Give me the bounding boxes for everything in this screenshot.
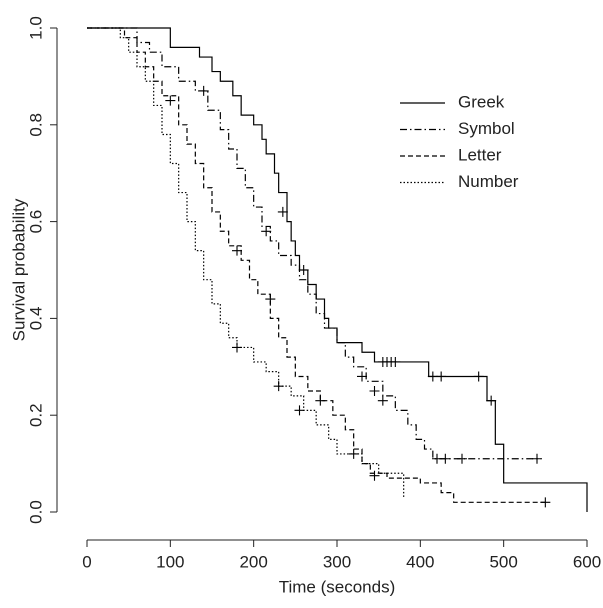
legend-label: Letter — [458, 145, 502, 164]
censor-mark — [377, 395, 388, 406]
censor-mark — [369, 470, 380, 481]
censor-mark — [390, 356, 401, 367]
x-tick-label: 400 — [406, 552, 434, 571]
censor-mark — [298, 265, 309, 275]
censor-mark — [265, 294, 276, 305]
x-tick-label: 600 — [573, 552, 601, 571]
y-tick-label: 0.8 — [26, 113, 45, 137]
y-tick-label: 0.0 — [26, 500, 45, 524]
y-tick-label: 0.2 — [26, 403, 45, 427]
legend-label: Greek — [458, 92, 505, 111]
y-tick-label: 0.6 — [26, 210, 45, 234]
censor-mark — [348, 448, 359, 459]
censor-mark — [369, 386, 380, 396]
x-axis-label: Time (seconds) — [279, 577, 396, 596]
censor-mark — [357, 371, 367, 382]
x-tick-label: 200 — [239, 552, 267, 571]
y-axis-label: Survival probability — [9, 198, 28, 341]
censor-mark — [273, 381, 284, 392]
censor-mark — [165, 95, 176, 106]
censor-mark — [198, 85, 209, 96]
legend-label: Symbol — [458, 119, 515, 138]
censor-mark — [261, 226, 272, 237]
censor-mark — [473, 371, 484, 382]
censor-mark — [532, 453, 542, 464]
survival-curve — [87, 27, 542, 460]
censor-mark — [427, 371, 438, 382]
survival-curve — [87, 27, 546, 503]
censor-mark — [315, 395, 326, 406]
censor-mark — [436, 371, 447, 382]
censor-mark — [486, 395, 497, 406]
censor-mark — [232, 342, 242, 353]
censor-mark — [540, 497, 551, 508]
legend-label: Number — [458, 172, 519, 191]
x-tick-label: 0 — [82, 552, 91, 571]
censor-mark — [277, 206, 288, 217]
survival-curve — [87, 27, 405, 498]
x-tick-label: 300 — [323, 552, 351, 571]
censor-mark — [457, 453, 467, 464]
censor-mark — [232, 245, 242, 256]
censor-mark — [440, 453, 451, 464]
censor-mark — [294, 405, 305, 416]
y-tick-label: 0.4 — [26, 307, 45, 331]
survival-curve — [87, 27, 588, 512]
x-tick-label: 500 — [489, 552, 517, 571]
x-tick-label: 100 — [156, 552, 184, 571]
y-tick-label: 1.0 — [26, 16, 45, 40]
